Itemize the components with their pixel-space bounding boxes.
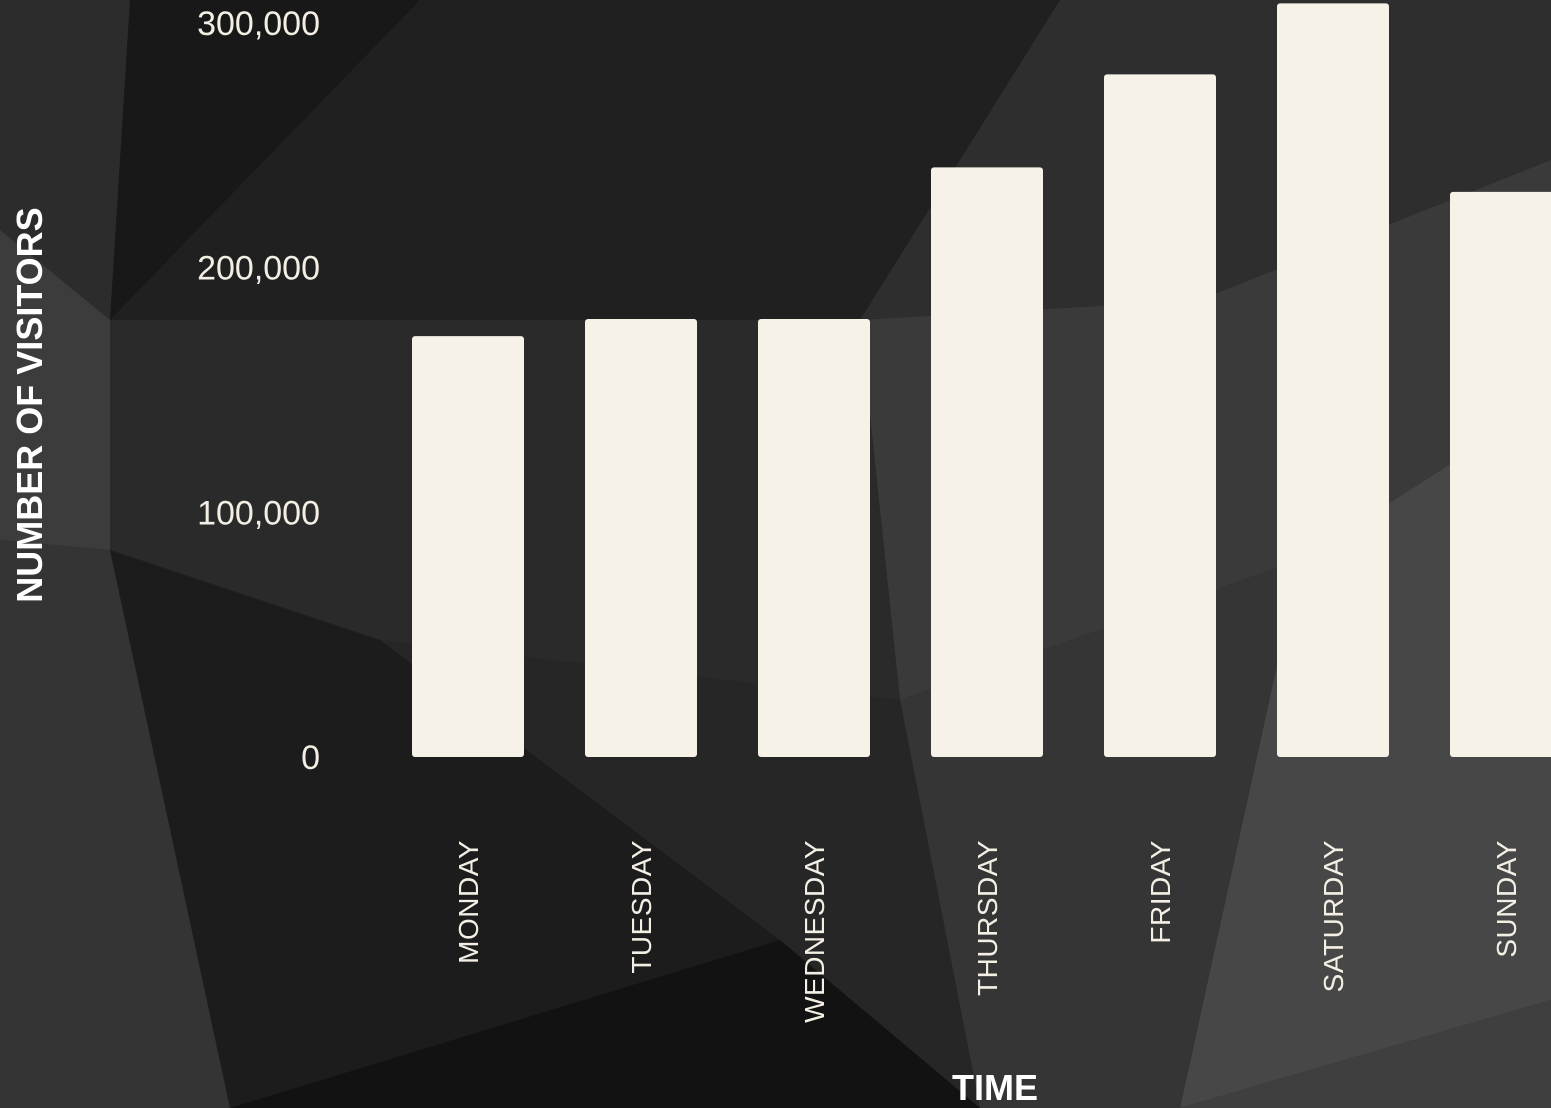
bars-group: [412, 3, 1551, 757]
y-axis-ticks: 0 100,000 200,000 300,000: [197, 5, 320, 777]
bar-sunday: [1450, 191, 1551, 757]
x-tick-label-wednesday: WEDNESDAY: [799, 840, 830, 1023]
bar-wednesday: [758, 319, 870, 757]
x-tick-label-sunday: SUNDAY: [1491, 840, 1522, 958]
x-tick-label-friday: FRIDAY: [1145, 840, 1176, 944]
y-tick-label: 0: [301, 739, 320, 777]
x-tick-label-tuesday: TUESDAY: [626, 840, 657, 974]
bar-saturday: [1277, 3, 1389, 757]
y-tick-label: 300,000: [197, 5, 320, 43]
y-axis-title: NUMBER OF VISITORS: [9, 207, 50, 602]
bar-friday: [1104, 74, 1216, 757]
x-tick-label-monday: MONDAY: [453, 840, 484, 964]
x-tick-label-thursday: THURSDAY: [972, 840, 1003, 996]
bar-tuesday: [585, 319, 697, 757]
bar-thursday: [931, 167, 1043, 757]
y-tick-label: 200,000: [197, 250, 320, 288]
x-axis-title: TIME: [952, 1067, 1038, 1108]
bar-monday: [412, 336, 524, 757]
x-axis-category-labels: MONDAY TUESDAY WEDNESDAY THURSDAY FRIDAY SATU…: [453, 840, 1522, 1023]
x-tick-label-saturday: SATURDAY: [1318, 840, 1349, 992]
y-tick-label: 100,000: [197, 494, 320, 532]
